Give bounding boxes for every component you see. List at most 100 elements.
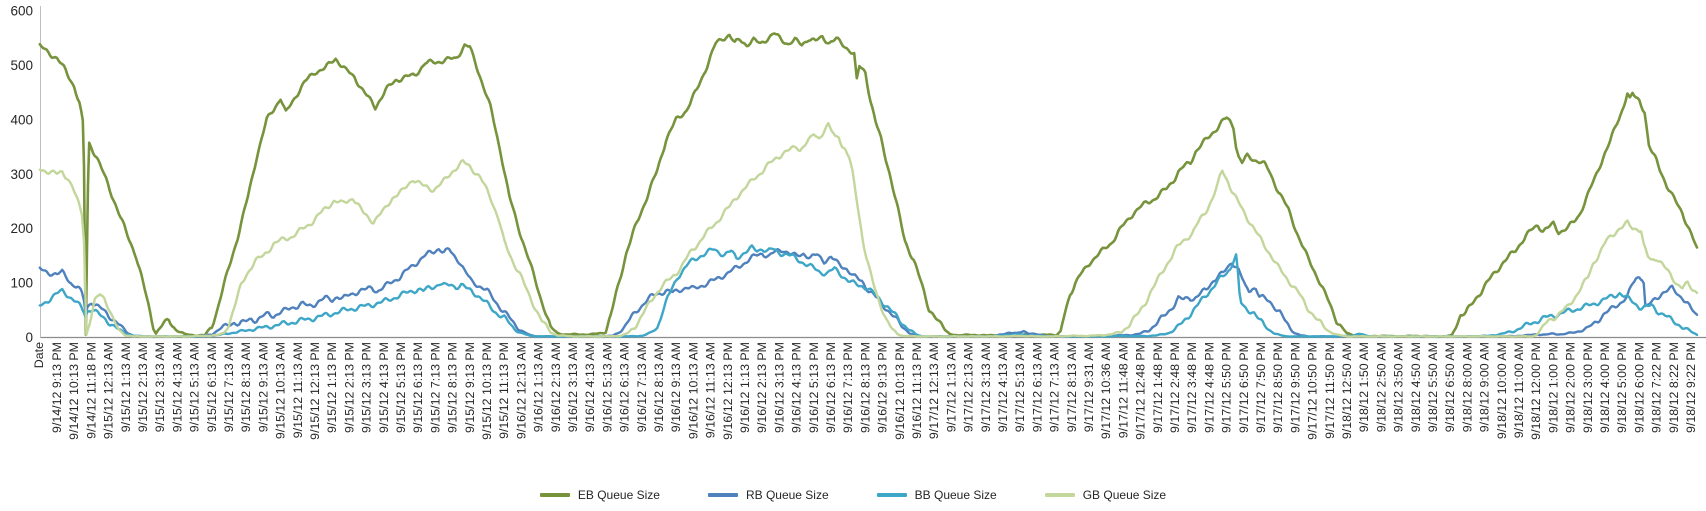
y-tick-label: 200: [10, 221, 33, 236]
x-tick-label: 9/17/12 1:13 AM: [944, 342, 958, 432]
x-tick-label: 9/17/12 5:50 PM: [1220, 342, 1234, 433]
x-tick-label: 9/16/12 11:13 PM: [910, 342, 924, 439]
x-tick-label: 9/14/12 10:13 PM: [67, 342, 81, 440]
x-tick-label: 9/18/12 9:22 PM: [1684, 342, 1698, 433]
x-tick-label: 9/15/12 3:13 AM: [153, 342, 167, 432]
x-tick-label: 9/17/12 3:13 AM: [979, 342, 993, 432]
x-tick-label: 9/15/12 12:13 PM: [308, 342, 322, 440]
x-tick-label: 9/17/12 4:48 PM: [1202, 342, 1216, 433]
x-tick-label: 9/16/12 4:13 PM: [790, 342, 804, 433]
x-tick-label: 9/15/12 11:13 AM: [291, 342, 305, 438]
x-tick-label: 9/15/12 9:13 AM: [256, 342, 270, 432]
x-tick-label: 9/18/12 5:00 PM: [1615, 342, 1629, 433]
x-tick-label: 9/16/12 7:13 PM: [841, 342, 855, 433]
x-tick-label: 9/15/12 7:13 AM: [222, 342, 236, 432]
x-axis-title: Date: [32, 342, 46, 368]
chart-legend: EB Queue Size RB Queue Size BB Queue Size G…: [0, 481, 1706, 509]
x-tick-label: 9/16/12 3:13 AM: [566, 342, 580, 432]
x-tick-label: 9/18/12 7:22 PM: [1650, 342, 1664, 433]
x-tick-label: 9/15/12 11:13 PM: [497, 342, 511, 439]
x-tick-label: 9/16/12 5:13 AM: [600, 342, 614, 432]
x-tick-label: 9/18/12 4:50 AM: [1409, 342, 1423, 432]
x-tick-label: 9/17/12 9:50 PM: [1288, 342, 1302, 433]
x-tick-label: 9/17/12 12:48 PM: [1134, 342, 1148, 440]
x-tick-label: 9/16/12 2:13 AM: [549, 342, 563, 432]
x-tick-label: 9/18/12 6:50 AM: [1443, 342, 1457, 432]
x-tick-label: 9/17/12 5:13 AM: [1013, 342, 1027, 432]
x-tick-label: 9/18/12 3:00 PM: [1581, 342, 1595, 433]
chart-plot-area[interactable]: 0 100 200 300 400 500 600 Date 9/14/12 9:13 PM 9/…: [0, 0, 1706, 481]
series-line-gb-queue-size[interactable]: [38, 122, 1699, 338]
y-tick-label: 300: [10, 167, 33, 182]
x-tick-label: 9/16/12 1:13 PM: [738, 342, 752, 433]
legend-line-swatch: [876, 493, 907, 497]
x-tick-label: 9/14/12 11:18 PM: [84, 342, 98, 439]
x-tick-label: 9/17/12 9:31 AM: [1082, 342, 1096, 432]
x-tick-label: 9/17/12 4:13 AM: [996, 342, 1010, 432]
x-tick-label: 9/16/12 5:13 PM: [807, 342, 821, 433]
legend-item-bb-queue-size[interactable]: BB Queue Size: [876, 488, 997, 502]
x-tick-label: 9/18/12 5:50 AM: [1426, 342, 1440, 432]
x-tick-label: 9/18/12 9:00 AM: [1478, 342, 1492, 432]
legend-item-gb-queue-size[interactable]: GB Queue Size: [1044, 488, 1167, 502]
y-tick-label: 500: [10, 58, 33, 73]
x-tick-label: 9/15/12 6:13 AM: [205, 342, 219, 432]
legend-item-label: BB Queue Size: [914, 488, 997, 502]
x-tick-label: 9/16/12 12:13 AM: [514, 342, 528, 439]
x-tick-label: 9/17/12 8:50 PM: [1271, 342, 1285, 433]
legend-item-label: RB Queue Size: [745, 488, 829, 502]
x-tick-label: 9/18/12 4:00 PM: [1598, 342, 1612, 433]
x-tick-label: 9/18/12 12:00 PM: [1529, 342, 1543, 440]
x-tick-label: 9/14/12 9:13 PM: [50, 342, 64, 433]
x-tick-label: 9/17/12 7:50 PM: [1254, 342, 1268, 433]
x-tick-label: 9/16/12 9:13 AM: [669, 342, 683, 432]
x-tick-label: 9/16/12 8:13 AM: [652, 342, 666, 432]
x-tick-label: 9/16/12 8:13 PM: [858, 342, 872, 433]
x-tick-label: 9/16/12 10:13 AM: [686, 342, 700, 439]
x-tick-label: 9/17/12 8:13 AM: [1065, 342, 1079, 432]
x-tick-label: 9/17/12 6:13 AM: [1030, 342, 1044, 432]
x-tick-label: 9/15/12 2:13 PM: [342, 342, 356, 433]
x-tick-label: 9/17/12 11:48 AM: [1116, 342, 1130, 438]
x-tick-label: 9/15/12 1:13 AM: [119, 342, 133, 432]
x-tick-label: 9/17/12 12:13 AM: [927, 342, 941, 439]
x-tick-label: 9/15/12 8:13 AM: [239, 342, 253, 432]
x-tick-label: 9/16/12 1:13 AM: [532, 342, 546, 432]
x-tick-label: 9/18/12 6:00 PM: [1632, 342, 1646, 433]
x-tick-label: 9/15/12 8:13 PM: [446, 342, 460, 433]
y-tick-label: 600: [10, 4, 33, 19]
x-tick-label: 9/16/12 4:13 AM: [583, 342, 597, 432]
x-tick-label: 9/15/12 4:13 PM: [377, 342, 391, 433]
legend-item-label: EB Queue Size: [577, 488, 660, 502]
x-tick-label: 9/17/12 10:50 PM: [1306, 342, 1320, 440]
x-tick-label: 9/16/12 3:13 PM: [772, 342, 786, 433]
x-tick-label: 9/17/12 10:36 AM: [1099, 342, 1113, 439]
x-tick-label: 9/17/12 11:50 PM: [1323, 342, 1337, 439]
x-tick-label: 9/16/12 9:13 PM: [876, 342, 890, 433]
x-tick-label: 9/18/12 10:00 AM: [1495, 342, 1509, 439]
x-tick-label: 9/15/12 12:13 AM: [102, 342, 116, 439]
x-tick-label: 9/17/12 2:13 AM: [962, 342, 976, 432]
x-tick-label: 9/16/12 6:13 PM: [824, 342, 838, 433]
x-tick-label: 9/16/12 11:13 AM: [704, 342, 718, 438]
x-tick-label: 9/15/12 5:13 PM: [394, 342, 408, 433]
x-tick-label: 9/15/12 10:13 PM: [480, 342, 494, 440]
x-tick-label: 9/16/12 12:13 PM: [721, 342, 735, 440]
legend-line-swatch: [1044, 493, 1075, 497]
legend-item-rb-queue-size[interactable]: RB Queue Size: [707, 488, 829, 502]
x-tick-label: 9/18/12 1:00 PM: [1546, 342, 1560, 433]
x-tick-label: 9/18/12 8:00 AM: [1460, 342, 1474, 432]
x-tick-label: 9/18/12 8:22 PM: [1667, 342, 1681, 433]
x-tick-label: 9/16/12 7:13 AM: [635, 342, 649, 432]
legend-item-label: GB Queue Size: [1082, 488, 1167, 502]
y-tick-label: 100: [10, 276, 33, 291]
x-tick-label: 9/15/12 2:13 AM: [136, 342, 150, 432]
x-tick-label: 9/15/12 9:13 PM: [463, 342, 477, 433]
x-tick-label: 9/18/12 1:50 AM: [1357, 342, 1371, 432]
legend-item-eb-queue-size[interactable]: EB Queue Size: [539, 488, 660, 502]
x-tick-label: 9/15/12 10:13 AM: [274, 342, 288, 439]
y-tick-label: 0: [25, 330, 33, 345]
x-tick-label: 9/18/12 2:50 AM: [1374, 342, 1388, 432]
